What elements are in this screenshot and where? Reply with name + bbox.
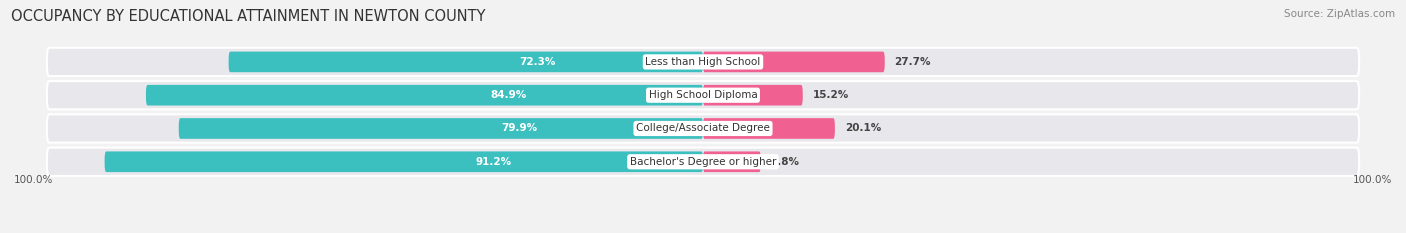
FancyBboxPatch shape bbox=[46, 114, 1360, 143]
Text: 8.8%: 8.8% bbox=[770, 157, 800, 167]
FancyBboxPatch shape bbox=[703, 85, 803, 106]
FancyBboxPatch shape bbox=[703, 51, 884, 72]
Text: 100.0%: 100.0% bbox=[14, 175, 53, 185]
Text: College/Associate Degree: College/Associate Degree bbox=[636, 123, 770, 134]
FancyBboxPatch shape bbox=[229, 51, 703, 72]
Text: 72.3%: 72.3% bbox=[519, 57, 555, 67]
Text: Less than High School: Less than High School bbox=[645, 57, 761, 67]
FancyBboxPatch shape bbox=[179, 118, 703, 139]
Text: 79.9%: 79.9% bbox=[502, 123, 537, 134]
Text: 15.2%: 15.2% bbox=[813, 90, 849, 100]
FancyBboxPatch shape bbox=[46, 81, 1360, 109]
Text: High School Diploma: High School Diploma bbox=[648, 90, 758, 100]
Text: Bachelor's Degree or higher: Bachelor's Degree or higher bbox=[630, 157, 776, 167]
FancyBboxPatch shape bbox=[146, 85, 703, 106]
Text: OCCUPANCY BY EDUCATIONAL ATTAINMENT IN NEWTON COUNTY: OCCUPANCY BY EDUCATIONAL ATTAINMENT IN N… bbox=[11, 9, 485, 24]
Text: Source: ZipAtlas.com: Source: ZipAtlas.com bbox=[1284, 9, 1395, 19]
FancyBboxPatch shape bbox=[703, 118, 835, 139]
Text: 27.7%: 27.7% bbox=[894, 57, 931, 67]
FancyBboxPatch shape bbox=[104, 151, 703, 172]
FancyBboxPatch shape bbox=[46, 48, 1360, 76]
Text: 91.2%: 91.2% bbox=[475, 157, 512, 167]
FancyBboxPatch shape bbox=[46, 148, 1360, 176]
FancyBboxPatch shape bbox=[703, 151, 761, 172]
Text: 20.1%: 20.1% bbox=[845, 123, 882, 134]
Text: 84.9%: 84.9% bbox=[489, 90, 526, 100]
Text: 100.0%: 100.0% bbox=[1353, 175, 1392, 185]
